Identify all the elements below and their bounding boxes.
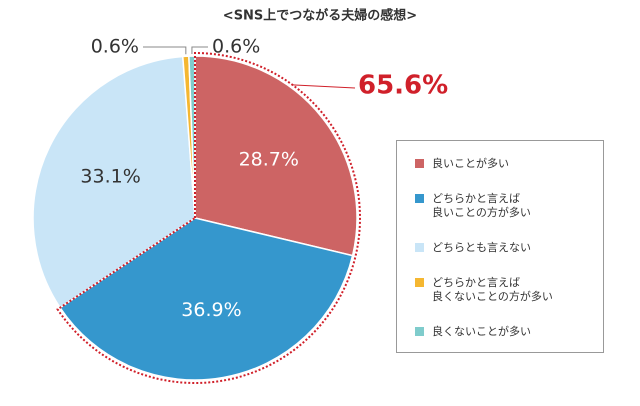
value-label: 0.6% [91,36,139,58]
leader-line [191,46,208,55]
legend-swatch [415,243,424,252]
legend-item: どちらかと言えば 良くないことの方が多い [415,276,603,304]
annotation: 65.6% [358,71,448,101]
highlight-outline [56,51,361,384]
legend-label: 良くないことが多い [432,325,531,338]
leader-line [143,46,187,55]
legend-swatch [415,278,424,287]
value-label: 0.6% [212,36,260,58]
pie-slice [59,217,354,381]
chart-title: <SNS上でつながる夫婦の感想> [223,8,417,24]
legend-item: どちらかと言えば 良いことの方が多い [415,192,603,220]
legend: 良いことが多いどちらかと言えば 良いことの方が多いどちらとも言えないどちらかと言… [396,140,604,353]
legend-item: 良くないことが多い [415,325,603,339]
legend-label: 良いことが多い [432,157,509,170]
value-label: 28.7% [239,148,299,170]
legend-swatch [415,159,424,168]
pie-slice [194,55,358,257]
legend-swatch [415,327,424,336]
value-label: 36.9% [181,299,241,321]
legend-item: 良いことが多い [415,157,603,171]
legend-label: どちらとも言えない [432,241,531,254]
leader-line [292,84,356,89]
legend-item: どちらとも言えない [415,241,603,255]
legend-swatch [415,194,424,203]
value-label: 33.1% [80,165,140,187]
legend-label: どちらかと言えば 良くないことの方が多い [432,276,553,303]
legend-label: どちらかと言えば 良いことの方が多い [432,192,531,219]
